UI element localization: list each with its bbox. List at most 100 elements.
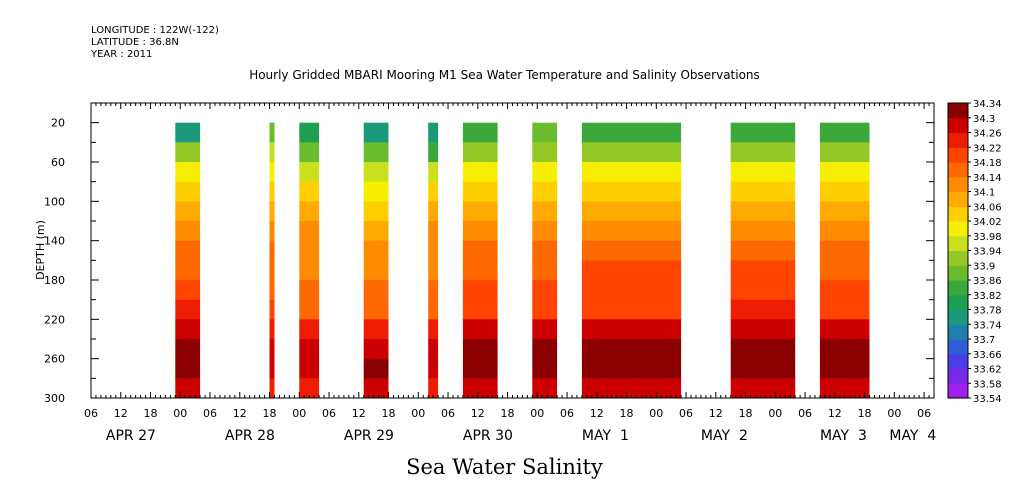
colorbar-swatch [948, 265, 968, 281]
salinity-cell-0-10 [175, 319, 201, 340]
salinity-cell-2-12 [299, 358, 320, 379]
salinity-cell-6-1 [532, 142, 558, 163]
colorbar-swatch [948, 383, 968, 399]
salinity-cell-0-6 [175, 240, 201, 261]
salinity-cell-8-2 [730, 162, 796, 183]
salinity-cell-3-8 [363, 280, 389, 301]
salinity-cell-9-3 [819, 181, 870, 202]
salinity-cell-5-10 [462, 319, 498, 340]
salinity-cell-4-1 [428, 142, 439, 163]
longitude-label: LONGITUDE : 122W(-122) [91, 25, 219, 36]
colorbar-swatch [948, 176, 968, 193]
colorbar-label: 34.14 [973, 173, 1002, 184]
x-hour-tick-label: 18 [382, 407, 396, 420]
salinity-cell-4-11 [428, 339, 439, 360]
x-hour-tick-label: 06 [798, 407, 812, 420]
colorbar-label: 33.54 [973, 394, 1002, 405]
salinity-cell-7-7 [581, 260, 682, 281]
salinity-cell-2-5 [299, 221, 320, 242]
salinity-cell-2-6 [299, 240, 320, 261]
salinity-cell-5-12 [462, 358, 498, 379]
salinity-cell-0-5 [175, 221, 201, 242]
salinity-cell-4-3 [428, 181, 439, 202]
salinity-cell-8-12 [730, 358, 796, 379]
salinity-cell-9-8 [819, 280, 870, 301]
salinity-cell-1-6 [269, 240, 275, 261]
salinity-cell-2-3 [299, 181, 320, 202]
salinity-cell-4-13 [428, 378, 439, 399]
salinity-cell-1-11 [269, 339, 275, 360]
x-date-label: MAY 1 [582, 428, 629, 444]
chart-title: Hourly Gridded MBARI Mooring M1 Sea Wate… [249, 68, 760, 82]
salinity-cell-6-0 [532, 122, 558, 143]
salinity-cell-8-13 [730, 378, 796, 399]
salinity-cell-8-3 [730, 181, 796, 202]
salinity-cell-6-9 [532, 299, 558, 320]
salinity-cell-7-3 [581, 181, 682, 202]
salinity-cell-2-2 [299, 162, 320, 183]
x-date-label: MAY 4 [889, 428, 936, 444]
x-hour-tick-label: 00 [292, 407, 306, 420]
salinity-cell-2-7 [299, 260, 320, 281]
colorbar-swatch [948, 324, 968, 340]
x-hour-tick-label: 06 [560, 407, 574, 420]
colorbar-label: 33.86 [973, 276, 1002, 287]
x-hour-tick-label: 00 [887, 407, 901, 420]
x-hour-tick-label: 12 [828, 407, 842, 420]
x-hour-tick-label: 06 [203, 407, 217, 420]
salinity-cell-5-2 [462, 162, 498, 183]
colorbar-label: 33.9 [973, 261, 995, 272]
salinity-cell-0-11 [175, 339, 201, 360]
salinity-cell-1-3 [269, 181, 275, 202]
salinity-cell-9-1 [819, 142, 870, 163]
salinity-cell-8-1 [730, 142, 796, 163]
salinity-cell-7-12 [581, 358, 682, 379]
salinity-cell-8-10 [730, 319, 796, 340]
salinity-cell-4-7 [428, 260, 439, 281]
colorbar-swatch [948, 117, 968, 134]
salinity-cell-5-5 [462, 221, 498, 242]
x-date-label: APR 30 [463, 428, 513, 444]
colorbar-label: 34.22 [973, 143, 1002, 154]
salinity-cell-5-8 [462, 280, 498, 301]
colorbar-swatch [948, 162, 968, 178]
salinity-cell-7-0 [581, 122, 682, 143]
y-tick-label: 140 [44, 235, 65, 248]
y-tick-label: 220 [44, 313, 65, 326]
salinity-cell-4-4 [428, 201, 439, 222]
salinity-cell-6-4 [532, 201, 558, 222]
salinity-cell-3-6 [363, 240, 389, 261]
salinity-cell-6-10 [532, 319, 558, 340]
x-hour-tick-label: 12 [114, 407, 128, 420]
x-date-label: APR 27 [106, 428, 156, 444]
chart-subtitle: Sea Water Salinity [406, 455, 603, 479]
colorbar-label: 34.18 [973, 158, 1002, 169]
salinity-cell-8-5 [730, 221, 796, 242]
salinity-cell-2-0 [299, 122, 320, 143]
y-tick-label: 100 [44, 195, 65, 208]
colorbar-label: 34.3 [973, 114, 995, 125]
salinity-cell-1-4 [269, 201, 275, 222]
colorbar-label: 34.02 [973, 217, 1002, 228]
salinity-cell-2-13 [299, 378, 320, 399]
salinity-cell-9-5 [819, 221, 870, 242]
colorbar-swatch [948, 309, 968, 325]
salinity-cell-4-2 [428, 162, 439, 183]
salinity-cell-5-4 [462, 201, 498, 222]
colorbar-swatch [948, 250, 968, 266]
salinity-cell-8-9 [730, 299, 796, 320]
salinity-cell-1-8 [269, 280, 275, 301]
colorbar-label: 34.06 [973, 202, 1002, 213]
colorbar-label: 33.74 [973, 320, 1002, 331]
salinity-cell-0-9 [175, 299, 201, 320]
salinity-cell-1-7 [269, 260, 275, 281]
salinity-cell-7-6 [581, 240, 682, 261]
plot-data-layer [175, 122, 870, 399]
colorbar-swatch [948, 191, 968, 207]
salinity-cell-9-10 [819, 319, 870, 340]
salinity-cell-1-0 [269, 122, 275, 143]
salinity-cell-3-0 [363, 122, 389, 143]
colorbar-swatch [948, 294, 968, 311]
x-date-label: APR 29 [344, 428, 394, 444]
salinity-cell-6-13 [532, 378, 558, 399]
